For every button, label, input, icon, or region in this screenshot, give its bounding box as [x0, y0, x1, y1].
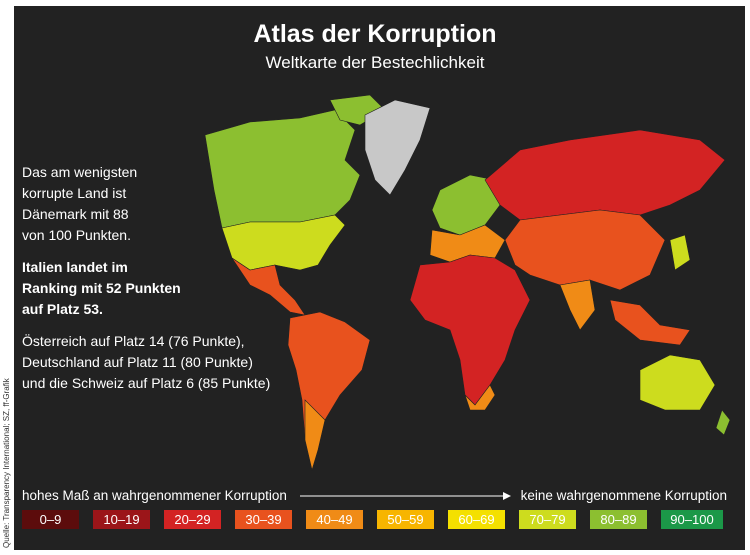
- note-line: Deutschland auf Platz 11 (80 Punkte): [22, 354, 253, 370]
- title: Atlas der Korruption: [253, 20, 496, 48]
- legend-item-label: 10–19: [103, 512, 139, 527]
- legend-swatch: [306, 510, 363, 529]
- legend-swatch: [22, 510, 79, 529]
- southeast-asia: [609, 299, 691, 346]
- note-line: Italien landet im: [22, 259, 128, 275]
- legend-swatch: [235, 510, 292, 529]
- india: [559, 279, 596, 331]
- australia: [639, 354, 716, 411]
- note-line: auf Platz 53.: [22, 301, 103, 317]
- new-zealand: [715, 409, 731, 436]
- note-line: korrupte Land ist: [22, 185, 126, 201]
- central-america: [231, 257, 306, 316]
- note-line: Dänemark mit 88: [22, 206, 129, 222]
- legend-arrowhead: [503, 492, 511, 500]
- legend-swatch: [377, 510, 434, 529]
- asia: [504, 209, 666, 291]
- world-map: [204, 94, 731, 472]
- legend: 0–9 10–19 20–29 30–39 40–49 50–59 60–69 70–79 80…: [22, 510, 723, 529]
- legend-swatch: [590, 510, 647, 529]
- legend-left-label: hohes Maß an wahrgenommener Korruption: [22, 488, 287, 503]
- legend-item-label: 0–9: [40, 512, 62, 527]
- legend-swatch: [448, 510, 505, 529]
- legend-right-label: keine wahrgenommene Korruption: [521, 488, 727, 503]
- note-line: Ranking mit 52 Punkten: [22, 280, 181, 296]
- africa: [409, 254, 531, 406]
- notes: Das am wenigsten korrupte Land ist Dänemar…: [22, 164, 270, 391]
- note-line: von 100 Punkten.: [22, 227, 131, 243]
- legend-swatch: [93, 510, 150, 529]
- source: Quelle: Transparency International; SZ, …: [2, 377, 11, 548]
- legend-item-label: 90–100: [670, 512, 713, 527]
- note-line: und die Schweiz auf Platz 6 (85 Punkte): [22, 375, 270, 391]
- note-line: Das am wenigsten: [22, 164, 137, 180]
- subtitle: Weltkarte der Bestechlichkeit: [266, 53, 485, 72]
- legend-swatch: [519, 510, 576, 529]
- south-africa: [464, 384, 496, 411]
- japan: [669, 234, 691, 271]
- legend-swatch: [164, 510, 221, 529]
- legend-item-label: 80–89: [600, 512, 636, 527]
- note-line: Österreich auf Platz 14 (76 Punkte),: [22, 332, 245, 349]
- legend-item-label: 40–49: [316, 512, 352, 527]
- legend-item-label: 30–39: [245, 512, 281, 527]
- greenland: [364, 99, 431, 196]
- legend-item-label: 60–69: [458, 512, 494, 527]
- legend-swatch: [661, 510, 723, 529]
- legend-item-label: 70–79: [529, 512, 565, 527]
- chile: [304, 399, 326, 472]
- legend-item-label: 20–29: [174, 512, 210, 527]
- legend-item-label: 50–59: [387, 512, 423, 527]
